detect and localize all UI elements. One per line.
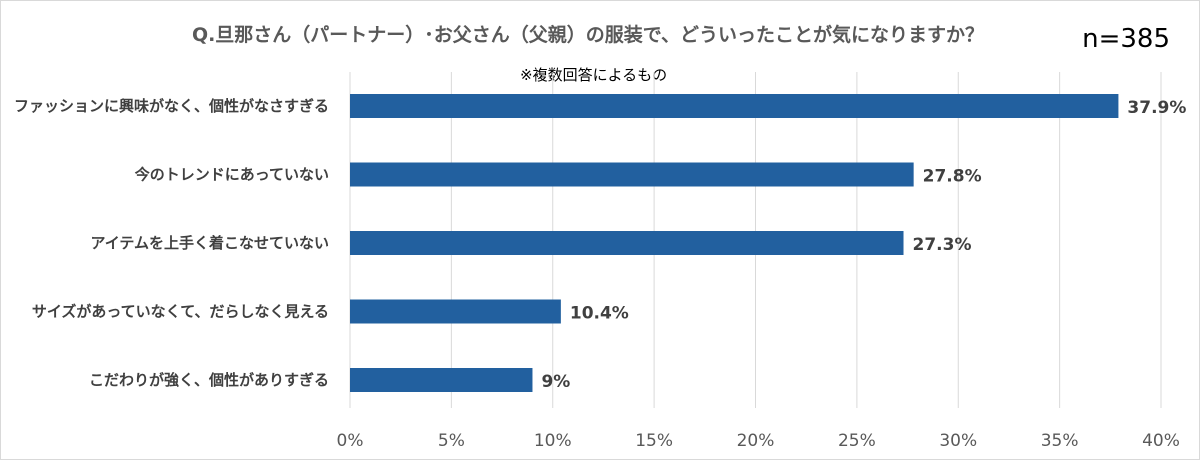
category-label: こだわりが強く、個性がありすぎる bbox=[89, 371, 329, 389]
data-label: 37.9% bbox=[1127, 98, 1186, 118]
x-tick-label: 30% bbox=[939, 431, 977, 451]
sample-size-label: n=385 bbox=[1082, 24, 1170, 54]
x-tick-label: 5% bbox=[438, 431, 465, 451]
x-tick-label: 40% bbox=[1142, 431, 1180, 451]
data-label: 27.8% bbox=[923, 167, 982, 187]
x-tick-label: 15% bbox=[635, 431, 673, 451]
bar bbox=[350, 368, 533, 392]
data-label: 10.4% bbox=[570, 304, 629, 324]
x-tick-label: 10% bbox=[534, 431, 572, 451]
x-tick-label: 35% bbox=[1041, 431, 1079, 451]
bar bbox=[350, 299, 561, 324]
x-tick-label: 25% bbox=[838, 431, 876, 451]
x-tick-label: 0% bbox=[337, 431, 364, 451]
bar bbox=[350, 94, 1119, 118]
category-label: サイズがあっていなくて、だらしなく見える bbox=[32, 303, 329, 321]
data-label: 27.3% bbox=[913, 235, 972, 255]
chart-note: ※複数回答によるもの bbox=[520, 66, 668, 84]
chart-title: Q.旦那さん（パートナー）･お父さん（父親）の服装で、どういったことが気になりま… bbox=[191, 24, 985, 46]
bar bbox=[350, 162, 914, 187]
category-label: 今のトレンドにあっていない bbox=[134, 166, 329, 184]
category-label: ファッションに興味がなく、個性がなさすぎる bbox=[14, 97, 329, 115]
x-tick-label: 20% bbox=[737, 431, 775, 451]
category-label: アイテムを上手く着こなせていない bbox=[90, 234, 329, 252]
data-label: 9% bbox=[541, 372, 570, 392]
bar bbox=[350, 231, 904, 255]
